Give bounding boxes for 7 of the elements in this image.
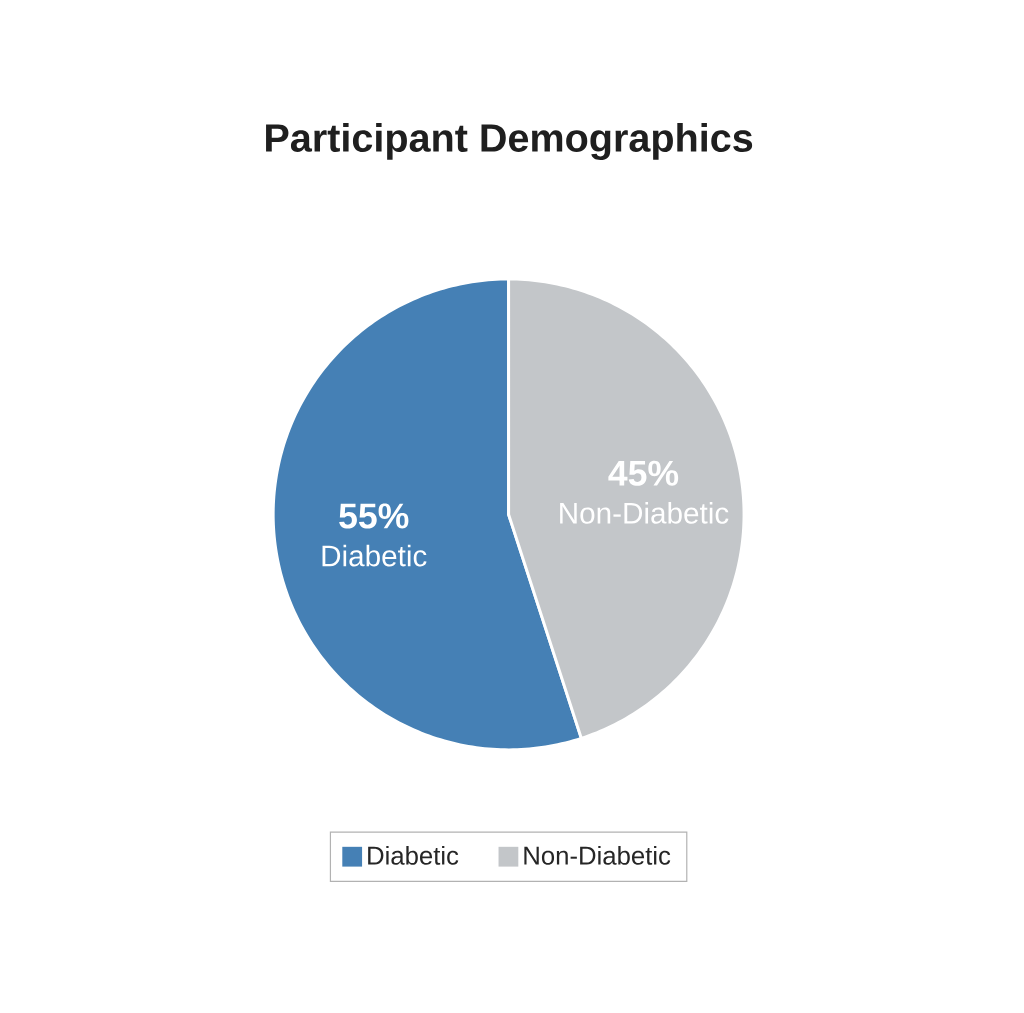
chart-title: Participant Demographics	[266, 122, 753, 160]
data-label: 45%	[608, 460, 679, 486]
slice-label: Diabetic	[322, 544, 427, 567]
legend-label: Diabetic	[368, 845, 459, 865]
legend-label: Non-Diabetic	[524, 845, 671, 865]
slice-label: Non-Diabetic	[560, 501, 729, 524]
data-label: 55%	[339, 503, 409, 529]
